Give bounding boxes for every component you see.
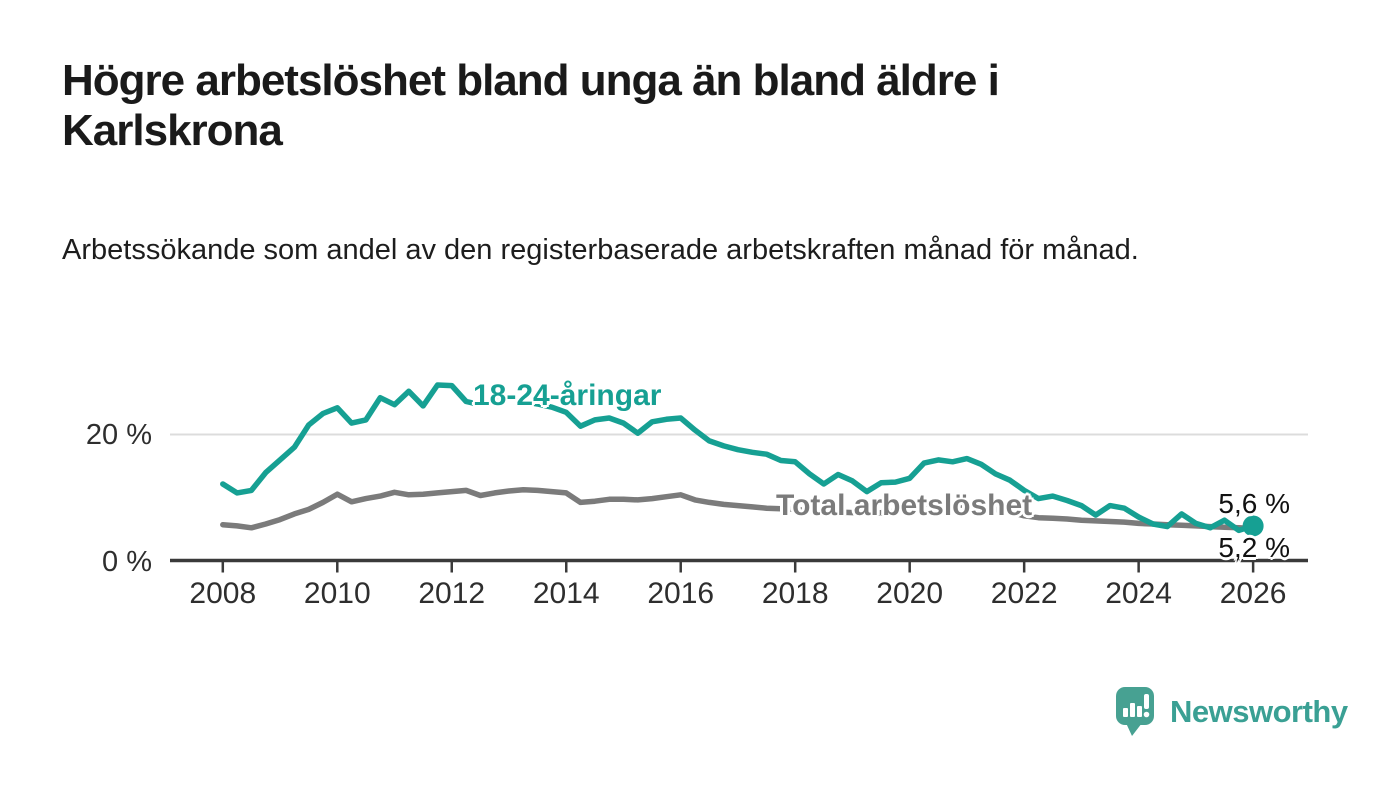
end-value-label-total: 5,2 % xyxy=(1218,532,1290,563)
x-tick-label: 2020 xyxy=(876,577,944,610)
x-tick-label: 2016 xyxy=(647,577,715,610)
x-tick-label: 2012 xyxy=(418,577,486,610)
x-tick-label: 2014 xyxy=(532,577,600,610)
newsworthy-logo-text: Newsworthy xyxy=(1170,694,1348,729)
newsworthy-logo-icon xyxy=(1116,687,1154,736)
series-label-total: Total arbetslöshet xyxy=(776,489,1033,522)
chart-title: Högre arbetslöshet bland unga än bland ä… xyxy=(62,56,1000,156)
end-value-label-young: 5,6 % xyxy=(1218,488,1290,519)
x-tick-label: 2008 xyxy=(189,577,257,610)
y-axis-tick-0: 0 % xyxy=(102,546,152,578)
series-line xyxy=(220,382,1256,534)
chart-subtitle: Arbetssökande som andel av den registerb… xyxy=(62,234,1139,266)
latest-value-dot xyxy=(1242,515,1264,537)
newsworthy-logo: Newsworthy xyxy=(1115,686,1348,738)
x-tick-label: 2022 xyxy=(990,577,1058,610)
x-tick-label: 2026 xyxy=(1219,577,1287,610)
series-label-young: 18-24-åringar xyxy=(473,379,662,412)
series-line xyxy=(220,486,1256,532)
x-tick-label: 2018 xyxy=(761,577,829,610)
x-tick-label: 2024 xyxy=(1105,577,1172,610)
y-axis-tick-20: 20 % xyxy=(85,419,152,451)
x-tick-label: 2010 xyxy=(303,577,371,610)
